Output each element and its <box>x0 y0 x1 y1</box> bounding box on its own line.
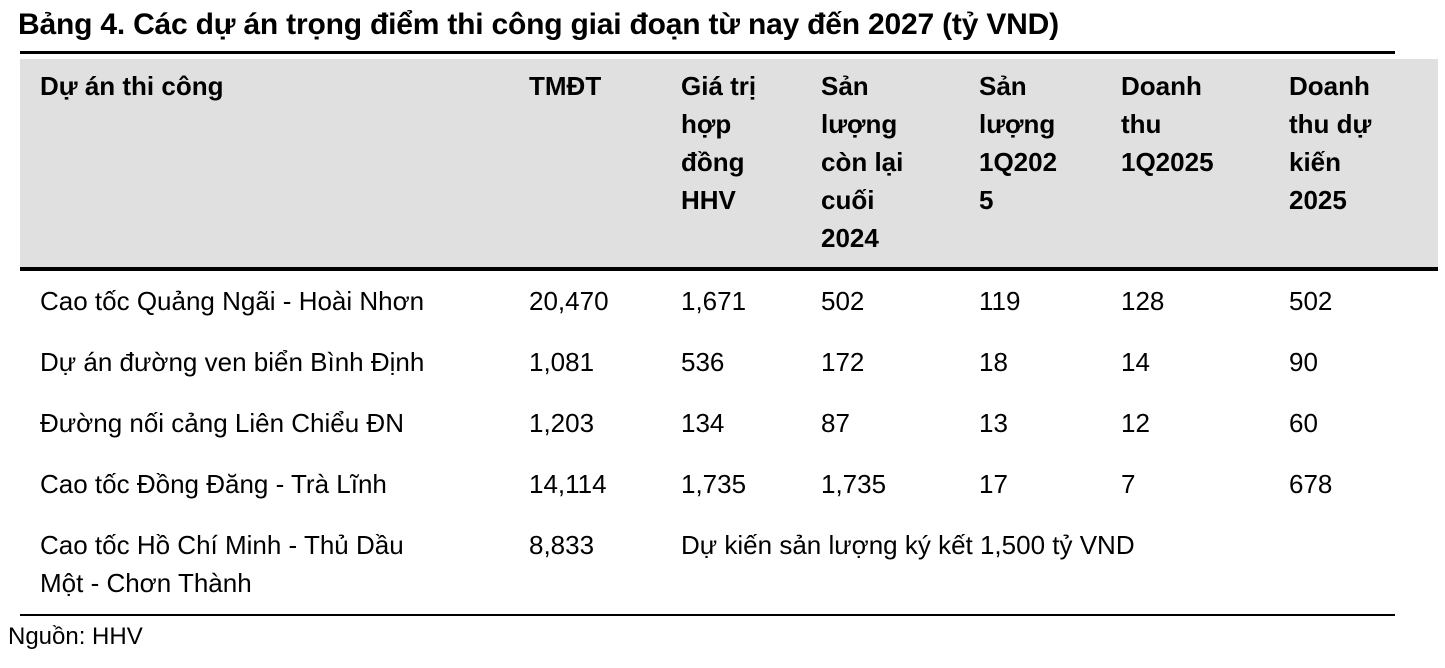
remaining-volume-cell: 502 <box>821 286 865 316</box>
volume-1q2025-cell: 13 <box>979 408 1008 438</box>
tmdt-cell: 1,081 <box>529 347 595 377</box>
volume-1q2025-cell: 18 <box>979 347 1008 377</box>
table-row: Cao tốc Quảng Ngãi - Hoài Nhơn 20,470 1,… <box>20 269 1438 332</box>
remaining-volume-cell: 172 <box>821 347 865 377</box>
project-cell: Cao tốc Đồng Đăng - Trà Lĩnh <box>40 469 387 499</box>
expected-revenue-cell: 60 <box>1289 408 1318 438</box>
col-header-expected-revenue-2025: Doanh thu dự kiến 2025 <box>1288 59 1438 269</box>
tmdt-cell: 14,114 <box>529 469 607 499</box>
project-cell: Dự án đường ven biển Bình Định <box>40 347 425 377</box>
revenue-1q2025-cell: 7 <box>1121 469 1136 499</box>
contract-value-cell: 536 <box>681 347 725 377</box>
col-header-remaining-volume-2024: Sản lượng còn lại cuối 2024 <box>820 59 978 269</box>
expected-revenue-cell: 90 <box>1289 347 1318 377</box>
revenue-1q2025-cell: 128 <box>1121 286 1165 316</box>
note-cell: Dự kiến sản lượng ký kết 1,500 tỷ VND <box>681 530 1135 560</box>
col-header-contract-value: Giá trị hợp đồng HHV <box>680 59 820 269</box>
remaining-volume-cell: 1,735 <box>821 469 887 499</box>
col-header-revenue-1q2025: Doanh thu 1Q2025 <box>1120 59 1288 269</box>
col-header-tmdt: TMĐT <box>528 59 680 269</box>
project-cell: Đường nối cảng Liên Chiểu ĐN <box>40 408 404 438</box>
volume-1q2025-cell: 119 <box>979 286 1021 316</box>
contract-value-cell: 1,735 <box>681 469 747 499</box>
expected-revenue-cell: 678 <box>1289 469 1333 499</box>
projects-table: Dự án thi công TMĐT Giá trị hợp đồng HHV… <box>20 59 1438 614</box>
project-cell: Cao tốc Quảng Ngãi - Hoài Nhơn <box>40 286 425 316</box>
table-row: Cao tốc Đồng Đăng - Trà Lĩnh 14,114 1,73… <box>20 454 1438 515</box>
table-row: Cao tốc Hồ Chí Minh - Thủ Dầu Một - Chơn… <box>20 515 1438 614</box>
tmdt-cell: 20,470 <box>529 286 609 316</box>
revenue-1q2025-cell: 12 <box>1121 408 1150 438</box>
contract-value-cell: 1,671 <box>681 286 747 316</box>
col-header-volume-1q2025: Sản lượng 1Q2025 <box>978 59 1120 269</box>
table-title: Bảng 4. Các dự án trọng điểm thi công gi… <box>18 8 1059 41</box>
table-row: Dự án đường ven biển Bình Định 1,081 536… <box>20 332 1438 393</box>
remaining-volume-cell: 87 <box>821 408 850 438</box>
title-rule <box>20 51 1395 54</box>
volume-1q2025-cell: 17 <box>979 469 1008 499</box>
source-note: Nguồn: HHV <box>8 623 143 650</box>
project-cell: Cao tốc Hồ Chí Minh - Thủ Dầu Một - Chơn… <box>40 530 404 598</box>
col-header-project: Dự án thi công <box>20 59 528 269</box>
contract-value-cell: 134 <box>681 408 725 438</box>
header-row: Dự án thi công TMĐT Giá trị hợp đồng HHV… <box>20 59 1438 269</box>
expected-revenue-cell: 502 <box>1289 286 1333 316</box>
tmdt-cell: 1,203 <box>529 408 595 438</box>
tmdt-cell: 8,833 <box>529 530 595 560</box>
table-row: Đường nối cảng Liên Chiểu ĐN 1,203 134 8… <box>20 393 1438 454</box>
footer-rule <box>20 614 1395 616</box>
revenue-1q2025-cell: 14 <box>1121 347 1150 377</box>
